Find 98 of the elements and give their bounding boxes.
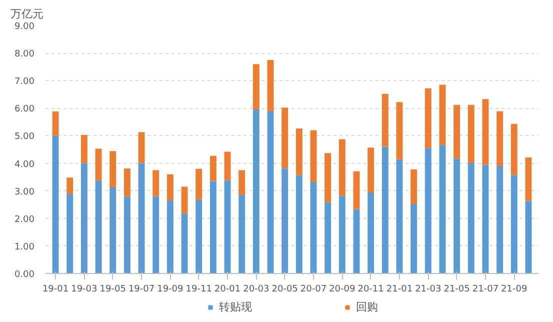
bar [439, 84, 446, 146]
bar [368, 148, 374, 192]
bar [66, 194, 74, 274]
bar [296, 128, 302, 176]
bar [496, 111, 504, 166]
bar [181, 213, 188, 274]
bar [166, 200, 174, 274]
x-tick-label: 21-03 [415, 284, 442, 294]
x-tick-label: 19-03 [71, 284, 98, 294]
bar [210, 181, 216, 274]
bar [310, 182, 317, 274]
bar [482, 164, 489, 274]
bar [353, 209, 360, 274]
bar [224, 180, 231, 274]
bar [138, 163, 145, 274]
bar [80, 163, 88, 274]
bar [238, 194, 246, 274]
bar [382, 94, 388, 147]
bar [52, 111, 59, 136]
bar [282, 168, 288, 274]
bar [252, 64, 260, 110]
y-tick-label: 9.00 [14, 22, 35, 32]
bar [525, 200, 532, 274]
bar [110, 151, 116, 188]
bar [267, 60, 274, 112]
bar [124, 196, 130, 274]
x-tick-label: 19-07 [128, 284, 155, 294]
x-tick-label: 20-03 [243, 284, 270, 294]
bar [468, 163, 474, 274]
y-tick-label: 8.00 [14, 50, 35, 60]
bar [382, 146, 388, 274]
bar [439, 145, 446, 274]
bar [454, 104, 460, 159]
x-tick-label: 19-11 [186, 284, 212, 294]
x-tick-label: 21-01 [386, 284, 413, 294]
y-tick-label: 6.00 [14, 104, 35, 115]
bar [210, 156, 216, 182]
bar [368, 192, 374, 274]
bar [138, 132, 145, 164]
bar [353, 171, 360, 210]
bar [454, 158, 460, 274]
bar [410, 204, 418, 274]
y-axis-title: 万亿元 [10, 8, 44, 20]
x-tick-label: 20-05 [272, 284, 298, 294]
y-tick-label: 3.00 [14, 187, 35, 198]
x-tick-label: 20-09 [329, 284, 356, 294]
bar [196, 168, 202, 200]
x-tick-label: 21-05 [444, 284, 470, 294]
bar [396, 102, 403, 160]
bar [238, 170, 246, 195]
y-tick-label: 5.00 [14, 132, 35, 142]
legend-label: 转贴现 [219, 300, 252, 314]
x-tick-label: 21-09 [501, 284, 528, 294]
bar [152, 170, 160, 196]
bar [482, 99, 489, 165]
bar [80, 134, 88, 164]
bar [496, 166, 504, 274]
bar [124, 168, 130, 196]
bar [510, 124, 518, 176]
x-tick-label: 20-01 [214, 284, 241, 294]
bar [252, 110, 260, 274]
bar [296, 175, 302, 274]
bar [95, 148, 102, 180]
bar [267, 111, 274, 274]
bar [95, 180, 102, 274]
y-tick-label: 1.00 [14, 242, 35, 252]
bar [510, 175, 518, 274]
bar [468, 104, 474, 163]
x-tick-label: 19-05 [100, 284, 126, 294]
bar [66, 178, 74, 194]
bar [324, 202, 332, 274]
bar [424, 88, 432, 148]
bar [152, 196, 160, 274]
y-tick-label: 7.00 [14, 77, 35, 88]
bar [396, 159, 403, 274]
bar [196, 200, 202, 274]
y-tick-label: 0.00 [14, 270, 35, 280]
bar [224, 152, 231, 180]
x-tick-label: 19-09 [157, 284, 184, 294]
legend-label: 回购 [356, 300, 378, 314]
bar [338, 196, 346, 274]
bar [338, 139, 346, 196]
x-tick-label: 20-07 [300, 284, 327, 294]
bar [110, 188, 116, 274]
bar [525, 157, 532, 201]
x-tick-label: 21-07 [472, 284, 499, 294]
bar [424, 148, 432, 274]
bar [166, 174, 174, 200]
y-tick-label: 4.00 [14, 160, 35, 170]
bar [310, 130, 317, 182]
bar [410, 169, 418, 204]
bar [52, 136, 59, 274]
y-tick-label: 2.00 [14, 214, 35, 225]
x-tick-label: 19-01 [42, 284, 69, 294]
bar [324, 153, 332, 202]
bar [282, 108, 288, 168]
x-tick-label: 20-11 [358, 284, 384, 294]
bar [181, 186, 188, 214]
